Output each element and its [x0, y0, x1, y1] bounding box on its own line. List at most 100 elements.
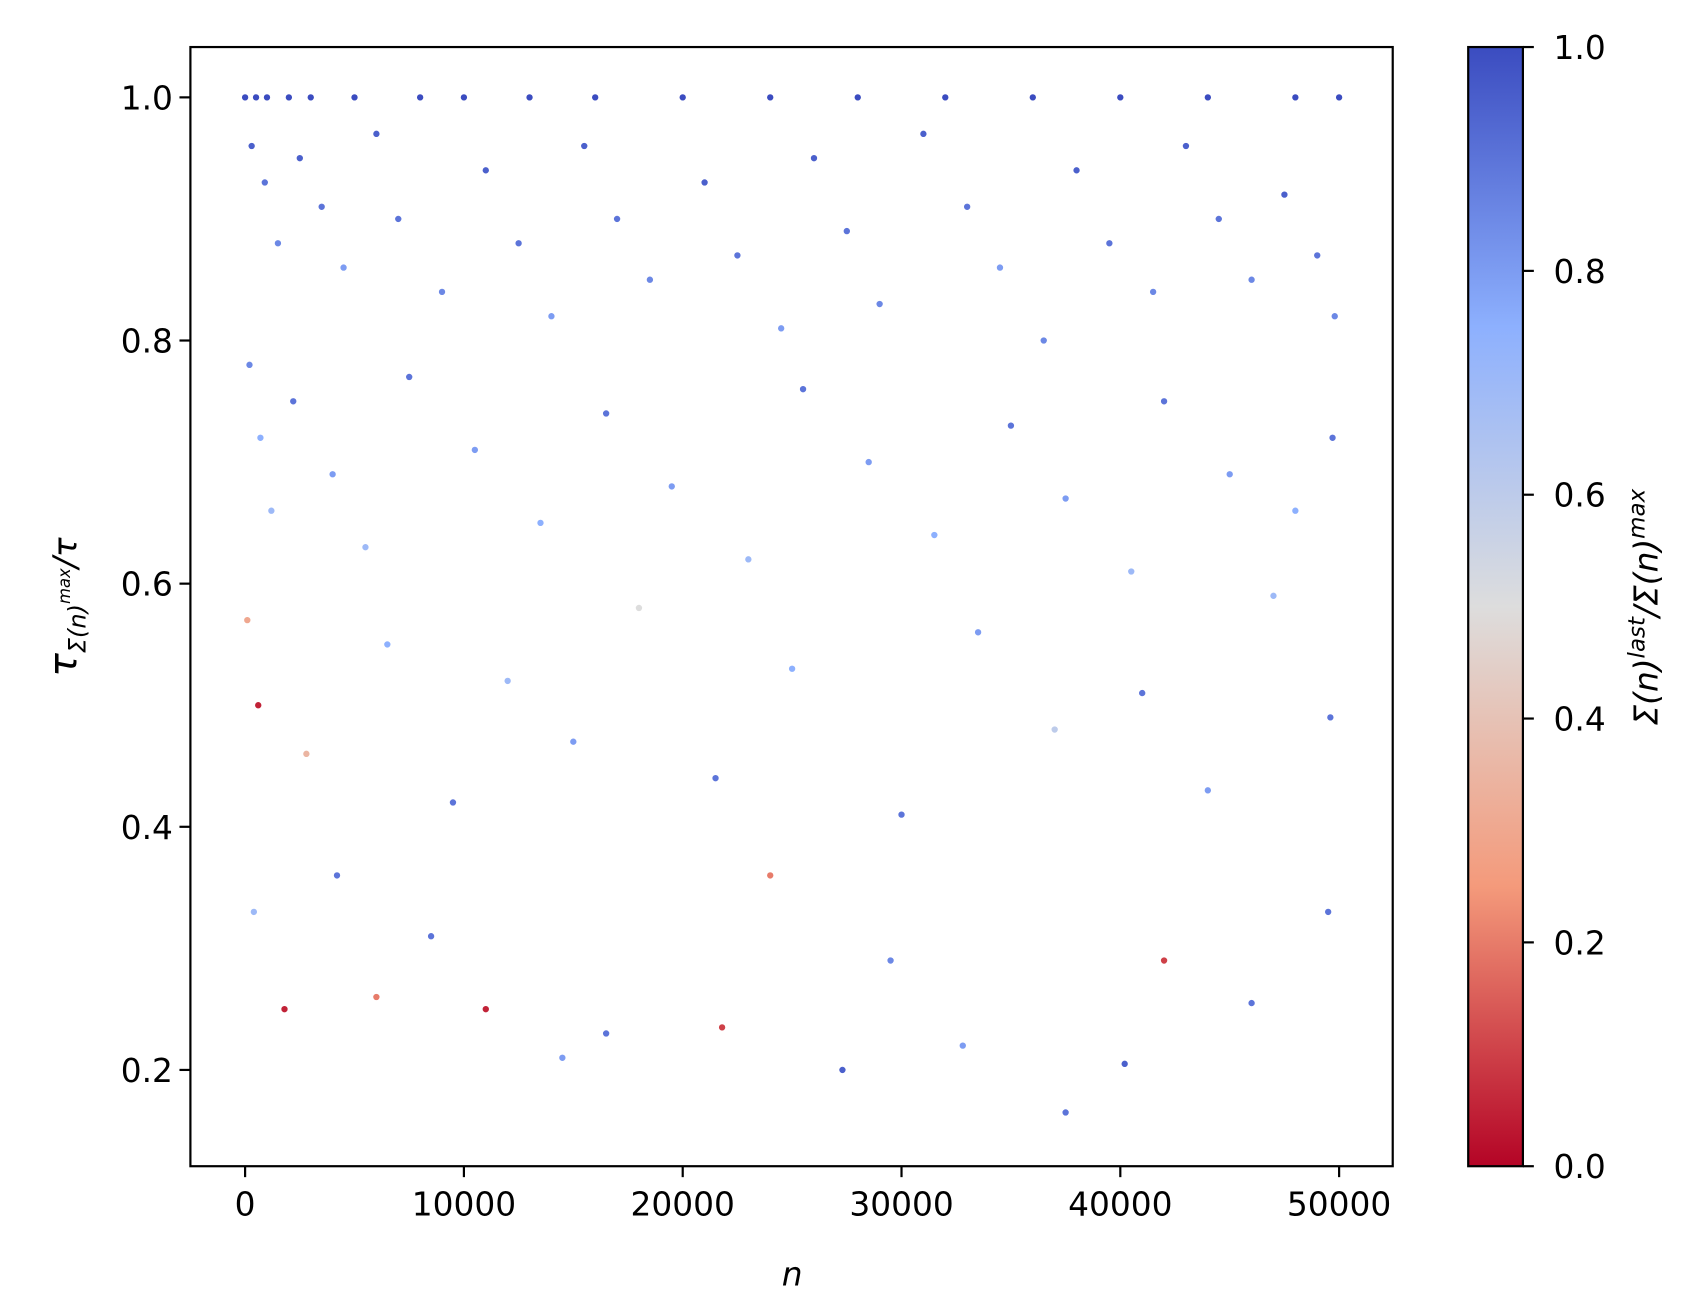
- point: [602, 410, 610, 417]
- point: [1149, 288, 1157, 296]
- point: [384, 641, 391, 648]
- point: [1204, 787, 1212, 794]
- y-tick-label: 0.8: [121, 323, 173, 361]
- point: [281, 1005, 288, 1013]
- point: [1248, 276, 1255, 283]
- y-tick-label: 0.6: [121, 566, 173, 604]
- point: [427, 933, 435, 940]
- point: [788, 665, 796, 672]
- point: [290, 398, 297, 405]
- point: [307, 94, 314, 101]
- point: [777, 325, 785, 332]
- point: [482, 1005, 489, 1013]
- point: [255, 702, 262, 709]
- point: [963, 203, 971, 210]
- cbar-label-part: last: [1624, 616, 1650, 658]
- point: [570, 738, 577, 745]
- point: [1335, 94, 1343, 101]
- point: [701, 179, 708, 186]
- point: [373, 993, 380, 1001]
- point: [839, 1066, 846, 1074]
- point: [274, 240, 282, 247]
- cbar-label-part: /Σ(n): [1627, 539, 1665, 620]
- point: [1331, 313, 1338, 320]
- point: [1128, 568, 1135, 575]
- point: [1051, 726, 1058, 733]
- point: [974, 629, 982, 636]
- point: [246, 361, 253, 368]
- colorbar-tick-label: 0.4: [1554, 701, 1606, 739]
- plot-frame: [189, 45, 1394, 1168]
- point: [942, 94, 949, 101]
- point: [668, 483, 675, 490]
- point: [767, 94, 774, 101]
- point: [1281, 191, 1288, 198]
- point: [504, 677, 511, 685]
- point: [767, 872, 774, 879]
- point: [745, 556, 752, 563]
- point: [1248, 999, 1255, 1007]
- point: [362, 544, 369, 551]
- point: [373, 130, 380, 138]
- colorbar-tick-label: 0.2: [1554, 924, 1606, 962]
- point: [1204, 94, 1212, 101]
- point: [865, 458, 872, 466]
- cbar-label-part: Σ(n): [1627, 658, 1665, 725]
- point: [1329, 434, 1336, 441]
- point: [261, 179, 268, 186]
- y-label-part: /τ: [47, 537, 85, 571]
- point: [250, 908, 258, 916]
- point: [416, 94, 424, 101]
- colorbar-label: Σ(n)last/Σ(n)max: [1624, 488, 1665, 725]
- point: [515, 240, 522, 247]
- point: [526, 94, 533, 101]
- colorbar-tick-label: 1.0: [1554, 29, 1606, 67]
- colorbar-tick-label: 0.0: [1554, 1148, 1606, 1186]
- point: [244, 616, 251, 624]
- point: [1325, 908, 1332, 916]
- point: [635, 604, 643, 612]
- point: [340, 264, 347, 271]
- point: [268, 507, 275, 514]
- point: [548, 313, 555, 320]
- point: [734, 252, 741, 259]
- point: [1029, 94, 1036, 101]
- point: [1007, 422, 1015, 429]
- point: [1182, 142, 1190, 150]
- point: [876, 300, 883, 308]
- point: [1215, 215, 1222, 223]
- point: [799, 385, 807, 393]
- point: [1292, 507, 1299, 514]
- point: [646, 276, 654, 283]
- y-tick-label: 0.4: [121, 809, 173, 847]
- point: [581, 142, 588, 150]
- point: [333, 872, 341, 879]
- point: [395, 215, 402, 223]
- point: [241, 94, 249, 101]
- point: [303, 750, 310, 758]
- point: [1139, 689, 1146, 697]
- point: [1226, 471, 1233, 478]
- x-axis-label: n: [782, 1255, 803, 1293]
- point: [1121, 1060, 1128, 1068]
- x-tick-label: 50000: [1287, 1185, 1391, 1223]
- point: [887, 957, 894, 964]
- point: [843, 227, 850, 235]
- point: [559, 1054, 566, 1061]
- point: [602, 1030, 610, 1037]
- point: [406, 373, 413, 381]
- colorbar-tick-label: 0.6: [1554, 477, 1606, 515]
- point: [718, 1024, 726, 1031]
- cbar-label-part: max: [1624, 488, 1650, 538]
- point: [296, 154, 303, 162]
- y-label-part: τ: [41, 653, 87, 677]
- x-tick-label: 10000: [412, 1185, 516, 1223]
- point: [318, 203, 325, 210]
- x-tick-label: 40000: [1068, 1185, 1172, 1223]
- point: [1106, 240, 1113, 247]
- colorbar-tick-label: 0.8: [1554, 253, 1606, 291]
- point: [931, 531, 938, 539]
- point: [679, 94, 686, 101]
